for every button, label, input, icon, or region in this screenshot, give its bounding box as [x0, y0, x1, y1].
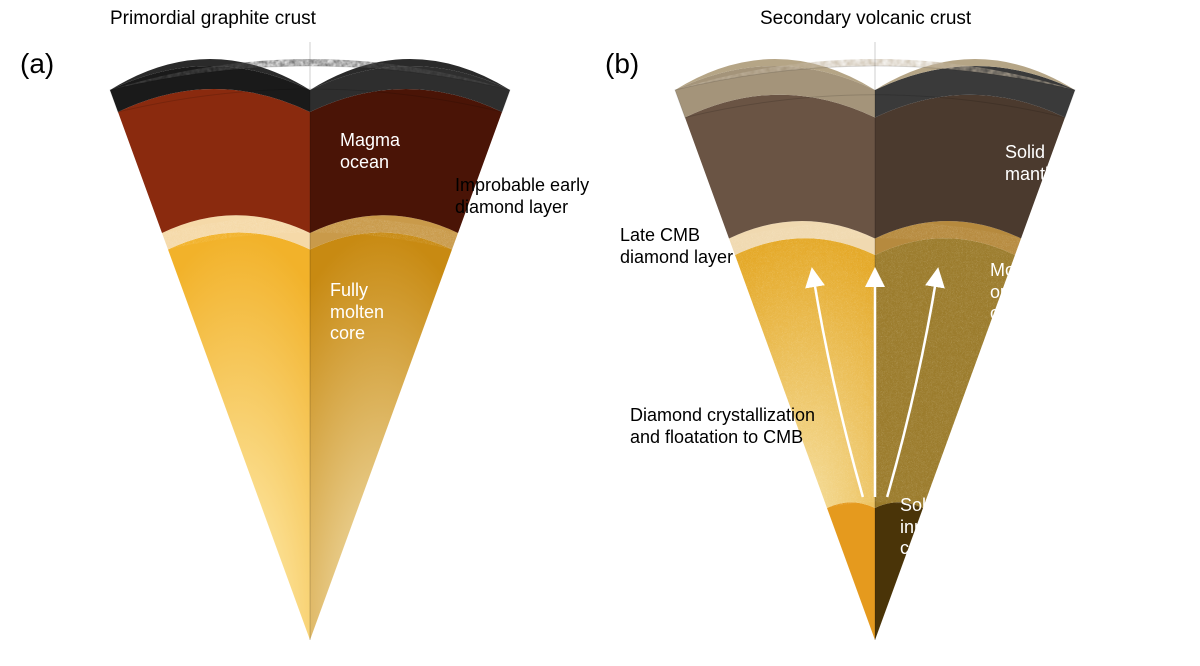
layer-annotation: Improbable early diamond layer	[455, 175, 589, 218]
layer-annotation: Solid mantle	[1005, 142, 1059, 185]
panel-b-wedge	[0, 0, 1200, 666]
layer-annotation: Diamond crystallization and floatation t…	[630, 405, 815, 448]
layer-annotation: Molten outer core	[990, 260, 1044, 325]
layer-annotation: Late CMB diamond layer	[620, 225, 733, 268]
layer-annotation: Solid inner core	[900, 495, 940, 560]
layer-annotation: Fully molten core	[330, 280, 384, 345]
layer-annotation: Magma ocean	[340, 130, 400, 173]
